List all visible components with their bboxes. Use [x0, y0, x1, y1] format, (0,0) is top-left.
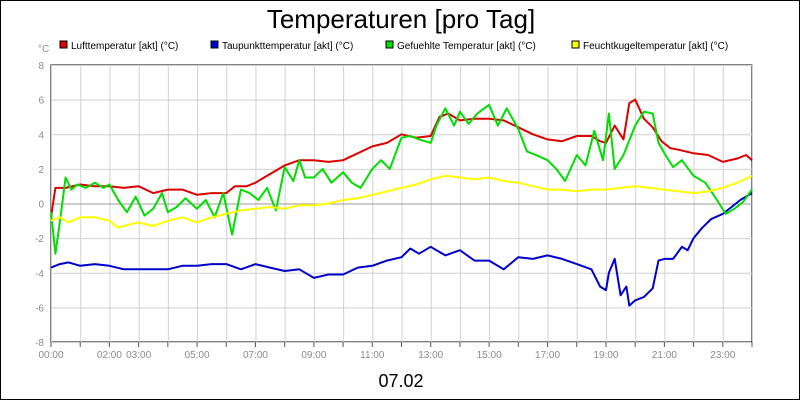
y-tick-label: -2	[35, 234, 44, 245]
x-tick-label: 02:00	[97, 350, 122, 361]
x-tick-label: 05:00	[185, 350, 210, 361]
chart-title: Temperaturen [pro Tag]	[267, 4, 535, 34]
x-tick-label: 03:00	[126, 350, 151, 361]
y-tick-label: 2	[38, 165, 44, 176]
y-tick-label: 4	[38, 130, 44, 141]
y-tick-label: -8	[35, 338, 44, 349]
series-line-3	[50, 103, 753, 255]
y-tick-label: -6	[35, 303, 44, 314]
x-tick-label: 23:00	[710, 350, 735, 361]
legend-swatch-1	[59, 40, 68, 49]
x-tick-label: 09:00	[301, 350, 326, 361]
x-tick-label: 17:00	[535, 350, 560, 361]
legend-swatch-4	[571, 40, 580, 49]
x-tick-label: 19:00	[593, 350, 618, 361]
legend-label-1: Lufttemperatur [akt] (°C)	[71, 41, 178, 52]
series-line-2	[50, 192, 753, 307]
y-tick-label: 6	[38, 96, 44, 107]
legend-swatch-3	[385, 40, 394, 49]
x-axis-ticks: 00:00 02:00 03:00 05:00 07:00 09:00 11:00 13:00…	[38, 342, 753, 361]
x-tick-label: 13:00	[418, 350, 443, 361]
x-tick-label: 00:00	[38, 350, 63, 361]
y-axis-unit: °C	[38, 44, 49, 55]
y-tick-label: 8	[38, 61, 44, 72]
x-tick-label: 07:00	[243, 350, 268, 361]
x-tick-label: 15:00	[477, 350, 502, 361]
chart-legend: Lufttemperatur [akt] (°C) Taupunkttempera…	[59, 40, 728, 52]
series-line-1	[50, 98, 753, 218]
x-tick-label: 11:00	[360, 350, 385, 361]
y-tick-label: -4	[35, 269, 44, 280]
legend-swatch-2	[210, 40, 219, 49]
y-tick-label: 0	[38, 200, 44, 211]
legend-label-2: Taupunkttemperatur [akt] (°C)	[222, 41, 353, 52]
x-axis-date-label: 07.02	[378, 371, 423, 391]
series-line-4	[50, 174, 753, 229]
y-axis-ticks: -8 -6 -4 -2 0 2 4 6 8	[35, 61, 44, 349]
series-lines	[50, 98, 753, 307]
legend-label-3: Gefuehlte Temperatur [akt] (°C)	[397, 41, 536, 52]
x-tick-label: 21:00	[652, 350, 677, 361]
legend-label-4: Feuchtkugeltemperatur [akt] (°C)	[583, 41, 728, 52]
